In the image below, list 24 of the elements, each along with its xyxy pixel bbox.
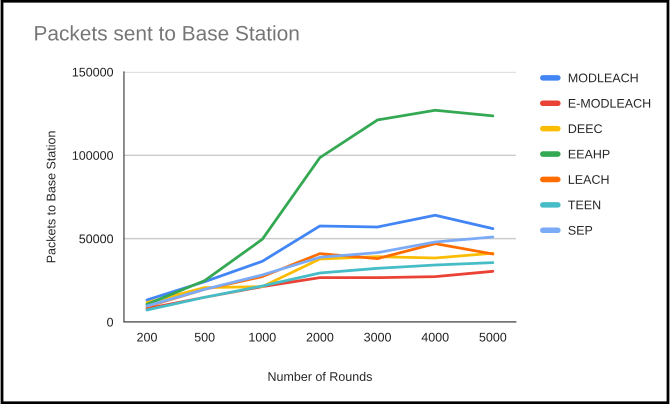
y-tick-label: 50000 [79, 234, 114, 244]
chart-title: Packets sent to Base Station [35, 25, 299, 41]
line-series [146, 108, 494, 306]
y-tick-label: 0 [107, 318, 114, 327]
legend-label: TEEN [568, 200, 600, 210]
x-tick-label: 4000 [422, 332, 449, 342]
legend-label: DEEC [568, 124, 602, 134]
x-tick-label: 5000 [479, 332, 506, 342]
y-tick-label: 100000 [72, 151, 114, 160]
x-tick-label: 200 [137, 332, 157, 342]
legend-label: LEACH [568, 175, 608, 184]
x-tick-label: 1000 [249, 332, 276, 342]
y-tick-label: 150000 [72, 68, 114, 77]
x-tick-label: 2000 [306, 332, 334, 342]
legend-label: MODLEACH [568, 73, 638, 82]
line-series [146, 214, 494, 302]
y-axis-title: Packets to Base Station [46, 131, 56, 262]
x-axis-title: Number of Rounds [268, 372, 372, 382]
line-series [146, 261, 494, 312]
x-tick-label: 500 [194, 332, 215, 342]
x-tick-label: 3000 [364, 332, 391, 342]
legend-label: EEAHP [568, 150, 610, 158]
legend-label: SEP [568, 226, 592, 235]
legend-label: E-MODLEACH [568, 98, 650, 108]
